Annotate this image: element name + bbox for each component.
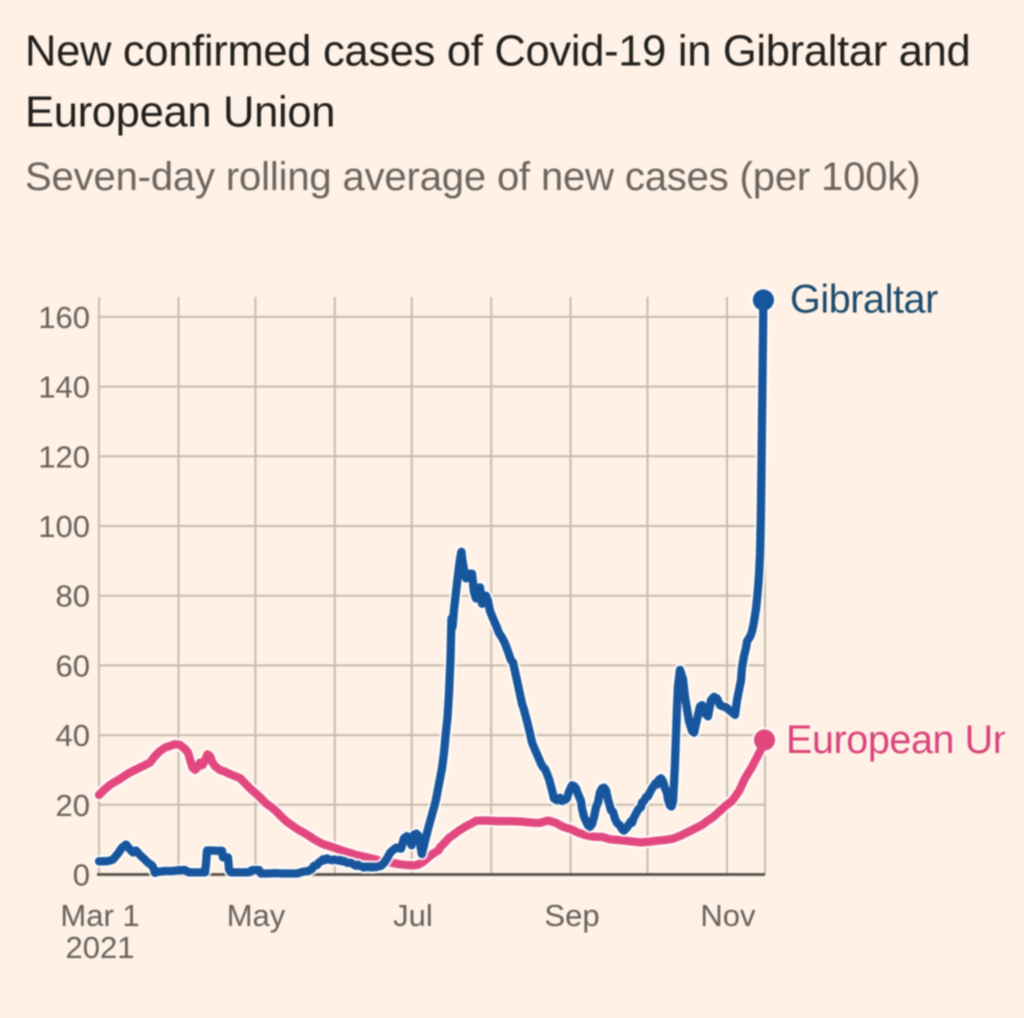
svg-text:Nov: Nov bbox=[700, 898, 756, 933]
svg-text:80: 80 bbox=[56, 579, 90, 614]
svg-text:Sep: Sep bbox=[544, 898, 599, 933]
svg-text:Mar 1: Mar 1 bbox=[60, 898, 139, 933]
svg-text:May: May bbox=[227, 898, 286, 933]
svg-text:New confirmed cases of Covid-1: New confirmed cases of Covid-19 in Gibra… bbox=[25, 28, 970, 76]
svg-text:European Union: European Union bbox=[25, 89, 335, 137]
svg-text:120: 120 bbox=[38, 439, 90, 474]
svg-text:0: 0 bbox=[73, 858, 90, 893]
svg-text:European Union: European Union bbox=[786, 718, 1024, 762]
svg-text:40: 40 bbox=[56, 718, 90, 753]
svg-text:60: 60 bbox=[56, 648, 90, 683]
svg-text:160: 160 bbox=[38, 300, 90, 335]
svg-text:Jul: Jul bbox=[393, 898, 433, 933]
svg-text:140: 140 bbox=[38, 370, 90, 405]
svg-text:Gibraltar: Gibraltar bbox=[790, 278, 938, 322]
svg-text:Seven-day rolling average of n: Seven-day rolling average of new cases (… bbox=[25, 155, 920, 199]
svg-text:100: 100 bbox=[38, 509, 90, 544]
svg-text:20: 20 bbox=[56, 788, 90, 823]
svg-text:2021: 2021 bbox=[66, 930, 135, 965]
